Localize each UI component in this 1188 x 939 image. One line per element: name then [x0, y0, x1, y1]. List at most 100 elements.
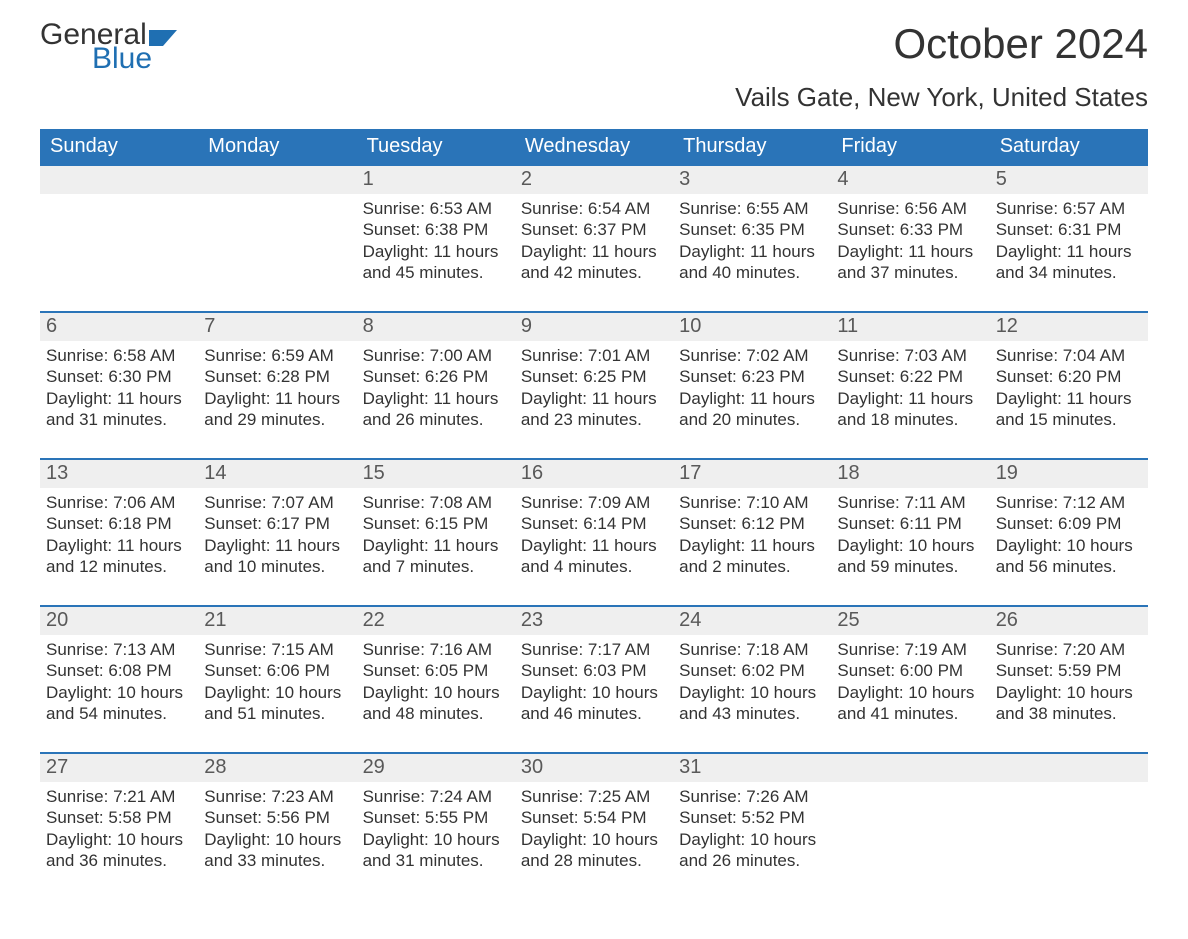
calendar-day-cell: 13Sunrise: 7:06 AMSunset: 6:18 PMDayligh… [40, 459, 198, 606]
weekday-header: Wednesday [515, 129, 673, 165]
day-content: Sunrise: 7:02 AMSunset: 6:23 PMDaylight:… [673, 341, 831, 458]
day-number: 16 [515, 460, 673, 488]
calendar-day-cell: 2Sunrise: 6:54 AMSunset: 6:37 PMDaylight… [515, 165, 673, 312]
day-number: 14 [198, 460, 356, 488]
day-content: Sunrise: 7:26 AMSunset: 5:52 PMDaylight:… [673, 782, 831, 899]
sunset-text: Sunset: 6:06 PM [204, 660, 350, 681]
calendar-day-cell: 8Sunrise: 7:00 AMSunset: 6:26 PMDaylight… [357, 312, 515, 459]
calendar-day-cell: 28Sunrise: 7:23 AMSunset: 5:56 PMDayligh… [198, 753, 356, 899]
day-number: 6 [40, 313, 198, 341]
daylight-text: Daylight: 10 hours and 54 minutes. [46, 682, 192, 725]
sunset-text: Sunset: 6:08 PM [46, 660, 192, 681]
day-number: 30 [515, 754, 673, 782]
sunset-text: Sunset: 5:55 PM [363, 807, 509, 828]
day-content: Sunrise: 7:17 AMSunset: 6:03 PMDaylight:… [515, 635, 673, 752]
day-content [990, 782, 1148, 894]
daylight-text: Daylight: 10 hours and 31 minutes. [363, 829, 509, 872]
weekday-header: Sunday [40, 129, 198, 165]
day-content: Sunrise: 7:15 AMSunset: 6:06 PMDaylight:… [198, 635, 356, 752]
day-content: Sunrise: 7:10 AMSunset: 6:12 PMDaylight:… [673, 488, 831, 605]
calendar-week-row: 6Sunrise: 6:58 AMSunset: 6:30 PMDaylight… [40, 312, 1148, 459]
day-content: Sunrise: 6:55 AMSunset: 6:35 PMDaylight:… [673, 194, 831, 311]
page-title: October 2024 [893, 20, 1148, 68]
calendar-week-row: 20Sunrise: 7:13 AMSunset: 6:08 PMDayligh… [40, 606, 1148, 753]
day-content: Sunrise: 6:53 AMSunset: 6:38 PMDaylight:… [357, 194, 515, 311]
sunrise-text: Sunrise: 7:20 AM [996, 639, 1142, 660]
sunrise-text: Sunrise: 6:57 AM [996, 198, 1142, 219]
calendar-day-cell: 19Sunrise: 7:12 AMSunset: 6:09 PMDayligh… [990, 459, 1148, 606]
daylight-text: Daylight: 10 hours and 43 minutes. [679, 682, 825, 725]
calendar-day-cell: 14Sunrise: 7:07 AMSunset: 6:17 PMDayligh… [198, 459, 356, 606]
logo: General Blue [40, 20, 177, 74]
calendar-day-cell: 4Sunrise: 6:56 AMSunset: 6:33 PMDaylight… [831, 165, 989, 312]
day-content [40, 194, 198, 306]
day-number: 31 [673, 754, 831, 782]
calendar-day-cell: 26Sunrise: 7:20 AMSunset: 5:59 PMDayligh… [990, 606, 1148, 753]
calendar-day-cell: 31Sunrise: 7:26 AMSunset: 5:52 PMDayligh… [673, 753, 831, 899]
sunset-text: Sunset: 6:15 PM [363, 513, 509, 534]
sunset-text: Sunset: 6:28 PM [204, 366, 350, 387]
calendar-day-cell: 11Sunrise: 7:03 AMSunset: 6:22 PMDayligh… [831, 312, 989, 459]
daylight-text: Daylight: 11 hours and 20 minutes. [679, 388, 825, 431]
daylight-text: Daylight: 11 hours and 34 minutes. [996, 241, 1142, 284]
daylight-text: Daylight: 10 hours and 38 minutes. [996, 682, 1142, 725]
sunset-text: Sunset: 6:00 PM [837, 660, 983, 681]
daylight-text: Daylight: 10 hours and 46 minutes. [521, 682, 667, 725]
sunset-text: Sunset: 6:35 PM [679, 219, 825, 240]
day-content: Sunrise: 7:04 AMSunset: 6:20 PMDaylight:… [990, 341, 1148, 458]
weekday-header-row: Sunday Monday Tuesday Wednesday Thursday… [40, 129, 1148, 165]
sunset-text: Sunset: 6:38 PM [363, 219, 509, 240]
calendar-table: Sunday Monday Tuesday Wednesday Thursday… [40, 129, 1148, 899]
sunrise-text: Sunrise: 7:24 AM [363, 786, 509, 807]
daylight-text: Daylight: 11 hours and 12 minutes. [46, 535, 192, 578]
sunrise-text: Sunrise: 7:18 AM [679, 639, 825, 660]
sunrise-text: Sunrise: 7:08 AM [363, 492, 509, 513]
sunset-text: Sunset: 6:26 PM [363, 366, 509, 387]
sunset-text: Sunset: 5:58 PM [46, 807, 192, 828]
sunset-text: Sunset: 6:09 PM [996, 513, 1142, 534]
day-content: Sunrise: 7:21 AMSunset: 5:58 PMDaylight:… [40, 782, 198, 899]
day-number [198, 166, 356, 194]
day-content: Sunrise: 7:18 AMSunset: 6:02 PMDaylight:… [673, 635, 831, 752]
calendar-week-row: 13Sunrise: 7:06 AMSunset: 6:18 PMDayligh… [40, 459, 1148, 606]
day-content: Sunrise: 6:57 AMSunset: 6:31 PMDaylight:… [990, 194, 1148, 311]
day-content: Sunrise: 7:03 AMSunset: 6:22 PMDaylight:… [831, 341, 989, 458]
daylight-text: Daylight: 11 hours and 37 minutes. [837, 241, 983, 284]
calendar-day-cell: 17Sunrise: 7:10 AMSunset: 6:12 PMDayligh… [673, 459, 831, 606]
weekday-header: Tuesday [357, 129, 515, 165]
calendar-day-cell [198, 165, 356, 312]
day-content: Sunrise: 7:16 AMSunset: 6:05 PMDaylight:… [357, 635, 515, 752]
daylight-text: Daylight: 10 hours and 36 minutes. [46, 829, 192, 872]
calendar-day-cell [40, 165, 198, 312]
location-subtitle: Vails Gate, New York, United States [40, 82, 1148, 113]
sunrise-text: Sunrise: 7:13 AM [46, 639, 192, 660]
sunset-text: Sunset: 5:54 PM [521, 807, 667, 828]
calendar-week-row: 1Sunrise: 6:53 AMSunset: 6:38 PMDaylight… [40, 165, 1148, 312]
calendar-page: General Blue October 2024 Vails Gate, Ne… [0, 0, 1188, 939]
day-content: Sunrise: 7:07 AMSunset: 6:17 PMDaylight:… [198, 488, 356, 605]
weekday-header: Friday [831, 129, 989, 165]
sunrise-text: Sunrise: 7:03 AM [837, 345, 983, 366]
day-number: 7 [198, 313, 356, 341]
sunset-text: Sunset: 5:59 PM [996, 660, 1142, 681]
calendar-day-cell: 16Sunrise: 7:09 AMSunset: 6:14 PMDayligh… [515, 459, 673, 606]
sunrise-text: Sunrise: 7:01 AM [521, 345, 667, 366]
sunset-text: Sunset: 6:11 PM [837, 513, 983, 534]
day-number [831, 754, 989, 782]
weekday-header: Saturday [990, 129, 1148, 165]
daylight-text: Daylight: 11 hours and 29 minutes. [204, 388, 350, 431]
day-number: 4 [831, 166, 989, 194]
calendar-day-cell: 6Sunrise: 6:58 AMSunset: 6:30 PMDaylight… [40, 312, 198, 459]
sunrise-text: Sunrise: 6:59 AM [204, 345, 350, 366]
day-number: 1 [357, 166, 515, 194]
day-content: Sunrise: 7:24 AMSunset: 5:55 PMDaylight:… [357, 782, 515, 899]
day-number: 29 [357, 754, 515, 782]
sunset-text: Sunset: 6:25 PM [521, 366, 667, 387]
sunrise-text: Sunrise: 7:15 AM [204, 639, 350, 660]
sunset-text: Sunset: 6:02 PM [679, 660, 825, 681]
calendar-day-cell: 18Sunrise: 7:11 AMSunset: 6:11 PMDayligh… [831, 459, 989, 606]
sunrise-text: Sunrise: 6:55 AM [679, 198, 825, 219]
sunrise-text: Sunrise: 7:26 AM [679, 786, 825, 807]
daylight-text: Daylight: 11 hours and 26 minutes. [363, 388, 509, 431]
header: General Blue October 2024 [40, 20, 1148, 74]
